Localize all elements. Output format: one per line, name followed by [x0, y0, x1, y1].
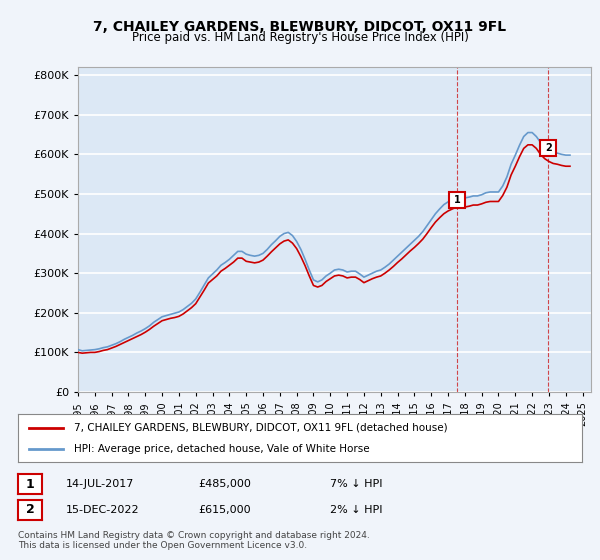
Text: 1: 1	[26, 478, 34, 491]
Text: 2: 2	[545, 143, 551, 153]
Text: 7, CHAILEY GARDENS, BLEWBURY, DIDCOT, OX11 9FL: 7, CHAILEY GARDENS, BLEWBURY, DIDCOT, OX…	[94, 20, 506, 34]
Text: 14-JUL-2017: 14-JUL-2017	[66, 479, 134, 489]
Text: 7, CHAILEY GARDENS, BLEWBURY, DIDCOT, OX11 9FL (detached house): 7, CHAILEY GARDENS, BLEWBURY, DIDCOT, OX…	[74, 423, 448, 433]
Text: Price paid vs. HM Land Registry's House Price Index (HPI): Price paid vs. HM Land Registry's House …	[131, 31, 469, 44]
Text: 15-DEC-2022: 15-DEC-2022	[66, 505, 140, 515]
Text: HPI: Average price, detached house, Vale of White Horse: HPI: Average price, detached house, Vale…	[74, 444, 370, 454]
Text: Contains HM Land Registry data © Crown copyright and database right 2024.
This d: Contains HM Land Registry data © Crown c…	[18, 530, 370, 550]
Text: 2: 2	[26, 503, 34, 516]
Text: 7% ↓ HPI: 7% ↓ HPI	[330, 479, 383, 489]
Text: £485,000: £485,000	[198, 479, 251, 489]
Text: £615,000: £615,000	[198, 505, 251, 515]
Text: 1: 1	[454, 195, 460, 205]
Text: 2% ↓ HPI: 2% ↓ HPI	[330, 505, 383, 515]
